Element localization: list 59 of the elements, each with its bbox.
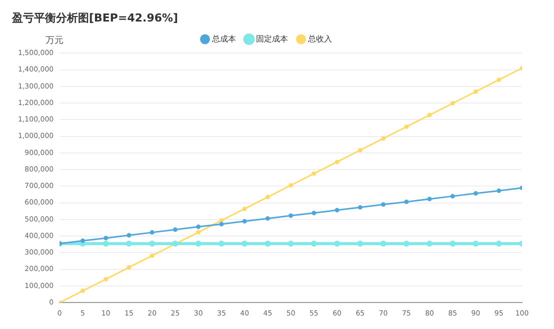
- point: [149, 240, 156, 247]
- point: [496, 78, 502, 82]
- point: [381, 136, 386, 141]
- point: [357, 240, 364, 247]
- point: [104, 236, 108, 240]
- point: [196, 224, 201, 230]
- point: [126, 265, 132, 270]
- point: [496, 240, 502, 247]
- point: [427, 112, 432, 118]
- point: [358, 148, 362, 152]
- point: [150, 253, 154, 258]
- point: [219, 218, 224, 223]
- point: [102, 240, 109, 247]
- point: [80, 238, 85, 243]
- y-axis-title: 万元: [46, 35, 64, 46]
- legend-label: 总成本: [211, 34, 236, 44]
- point: [126, 233, 132, 238]
- point: [474, 191, 478, 196]
- point: [150, 230, 154, 235]
- point: [404, 200, 409, 204]
- point: [427, 196, 432, 202]
- point: [312, 171, 316, 176]
- point: [450, 240, 456, 247]
- point: [219, 222, 224, 226]
- point: [334, 208, 340, 212]
- point: [126, 240, 132, 247]
- point: [496, 188, 502, 193]
- point: [450, 100, 455, 106]
- point: [310, 240, 317, 247]
- point: [334, 240, 340, 247]
- point: [472, 240, 479, 247]
- legend-label: 固定成本: [256, 34, 288, 44]
- point: [334, 160, 340, 164]
- point: [242, 219, 247, 224]
- point: [450, 194, 455, 198]
- point: [265, 216, 270, 221]
- point: [242, 240, 248, 247]
- point: [380, 240, 386, 247]
- point: [80, 288, 85, 294]
- chart-title: 盈亏平衡分析图[BEP=42.96%]: [11, 11, 178, 24]
- point: [381, 202, 386, 207]
- point: [218, 240, 224, 247]
- point: [242, 206, 247, 212]
- point: [264, 240, 271, 247]
- point: [195, 240, 202, 247]
- point: [312, 210, 316, 216]
- point: [288, 213, 294, 218]
- point: [404, 124, 409, 129]
- point: [172, 227, 178, 232]
- point: [265, 194, 270, 200]
- point: [358, 205, 362, 210]
- point: [474, 89, 478, 94]
- point: [196, 230, 201, 235]
- point: [288, 183, 294, 188]
- legend-label: 总收入: [307, 34, 332, 44]
- point: [403, 240, 410, 247]
- point: [104, 276, 108, 282]
- point: [426, 240, 433, 247]
- point: [288, 240, 294, 247]
